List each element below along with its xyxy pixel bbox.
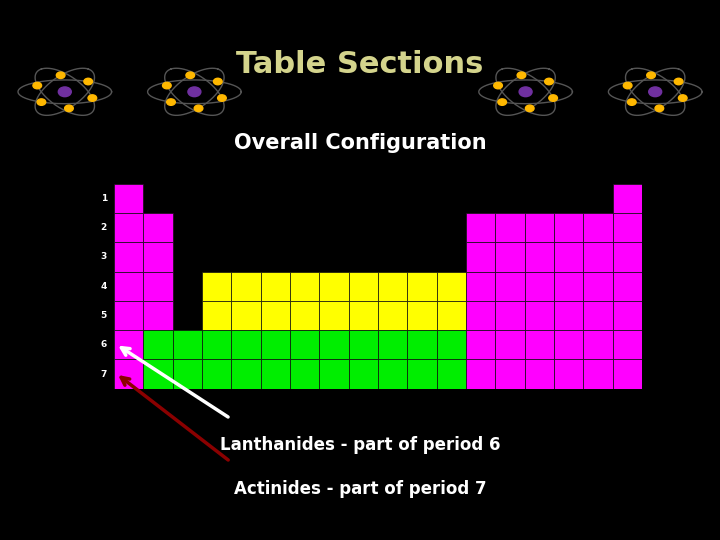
Bar xyxy=(436,330,466,360)
Bar xyxy=(231,360,261,389)
Bar xyxy=(436,360,466,389)
Bar xyxy=(261,360,290,389)
Bar xyxy=(143,213,173,242)
Bar xyxy=(554,242,583,272)
Bar xyxy=(143,360,173,389)
Bar xyxy=(320,301,348,330)
Bar xyxy=(348,330,378,360)
Bar xyxy=(466,330,495,360)
Bar xyxy=(408,360,436,389)
Bar xyxy=(554,301,583,330)
Bar xyxy=(436,301,466,330)
Bar xyxy=(114,242,143,272)
Bar xyxy=(466,301,495,330)
Text: Actinides - part of period 7: Actinides - part of period 7 xyxy=(234,480,486,498)
Text: 7: 7 xyxy=(101,370,107,379)
Bar xyxy=(554,330,583,360)
Bar xyxy=(613,360,642,389)
Bar xyxy=(525,242,554,272)
Text: 3: 3 xyxy=(101,252,107,261)
Bar xyxy=(583,272,613,301)
Bar xyxy=(613,272,642,301)
Bar xyxy=(525,213,554,242)
Bar xyxy=(495,330,525,360)
Bar xyxy=(290,301,320,330)
Bar xyxy=(261,330,290,360)
Bar xyxy=(466,272,495,301)
Text: 5: 5 xyxy=(101,311,107,320)
Bar xyxy=(525,330,554,360)
Bar xyxy=(202,301,231,330)
Bar xyxy=(114,184,143,213)
Bar xyxy=(143,330,173,360)
Bar xyxy=(231,330,261,360)
Bar xyxy=(261,272,290,301)
Bar xyxy=(114,330,143,360)
Bar xyxy=(320,360,348,389)
Bar xyxy=(348,301,378,330)
Bar xyxy=(408,272,436,301)
Bar xyxy=(495,360,525,389)
Bar xyxy=(613,184,642,213)
Text: Lanthanides - part of period 6: Lanthanides - part of period 6 xyxy=(220,436,500,455)
Bar xyxy=(495,213,525,242)
Text: Overall Configuration: Overall Configuration xyxy=(234,133,486,153)
Text: 4: 4 xyxy=(101,282,107,291)
Bar xyxy=(466,213,495,242)
Bar xyxy=(495,272,525,301)
Bar xyxy=(143,301,173,330)
Bar xyxy=(466,242,495,272)
Bar xyxy=(202,360,231,389)
Bar xyxy=(525,272,554,301)
Bar xyxy=(554,272,583,301)
Bar xyxy=(202,272,231,301)
Bar xyxy=(613,213,642,242)
Bar xyxy=(348,272,378,301)
Text: Table Sections: Table Sections xyxy=(236,50,484,79)
Bar xyxy=(320,272,348,301)
Bar xyxy=(143,242,173,272)
Bar xyxy=(202,330,231,360)
Bar xyxy=(554,213,583,242)
Bar xyxy=(613,301,642,330)
Text: 1: 1 xyxy=(101,194,107,202)
Bar xyxy=(231,272,261,301)
Bar xyxy=(320,330,348,360)
Bar xyxy=(583,213,613,242)
Bar xyxy=(436,272,466,301)
Bar xyxy=(378,360,408,389)
Bar xyxy=(583,360,613,389)
Bar xyxy=(378,272,408,301)
Text: 2: 2 xyxy=(101,223,107,232)
Bar xyxy=(613,330,642,360)
Bar xyxy=(495,242,525,272)
Bar xyxy=(583,301,613,330)
Bar xyxy=(466,360,495,389)
Bar xyxy=(408,301,436,330)
Bar xyxy=(495,301,525,330)
Bar xyxy=(290,330,320,360)
Bar xyxy=(114,360,143,389)
Bar xyxy=(378,301,408,330)
Bar xyxy=(114,272,143,301)
Bar xyxy=(378,330,408,360)
Text: 6: 6 xyxy=(101,340,107,349)
Bar xyxy=(290,360,320,389)
Bar xyxy=(114,213,143,242)
Bar xyxy=(348,360,378,389)
Bar xyxy=(525,301,554,330)
Bar xyxy=(583,330,613,360)
Bar xyxy=(261,301,290,330)
Bar xyxy=(613,242,642,272)
Bar xyxy=(290,272,320,301)
Bar xyxy=(408,330,436,360)
Bar xyxy=(231,301,261,330)
Bar xyxy=(114,301,143,330)
Bar xyxy=(173,360,202,389)
Bar xyxy=(583,242,613,272)
Bar xyxy=(554,360,583,389)
Bar xyxy=(143,272,173,301)
Bar xyxy=(525,360,554,389)
Bar xyxy=(173,330,202,360)
